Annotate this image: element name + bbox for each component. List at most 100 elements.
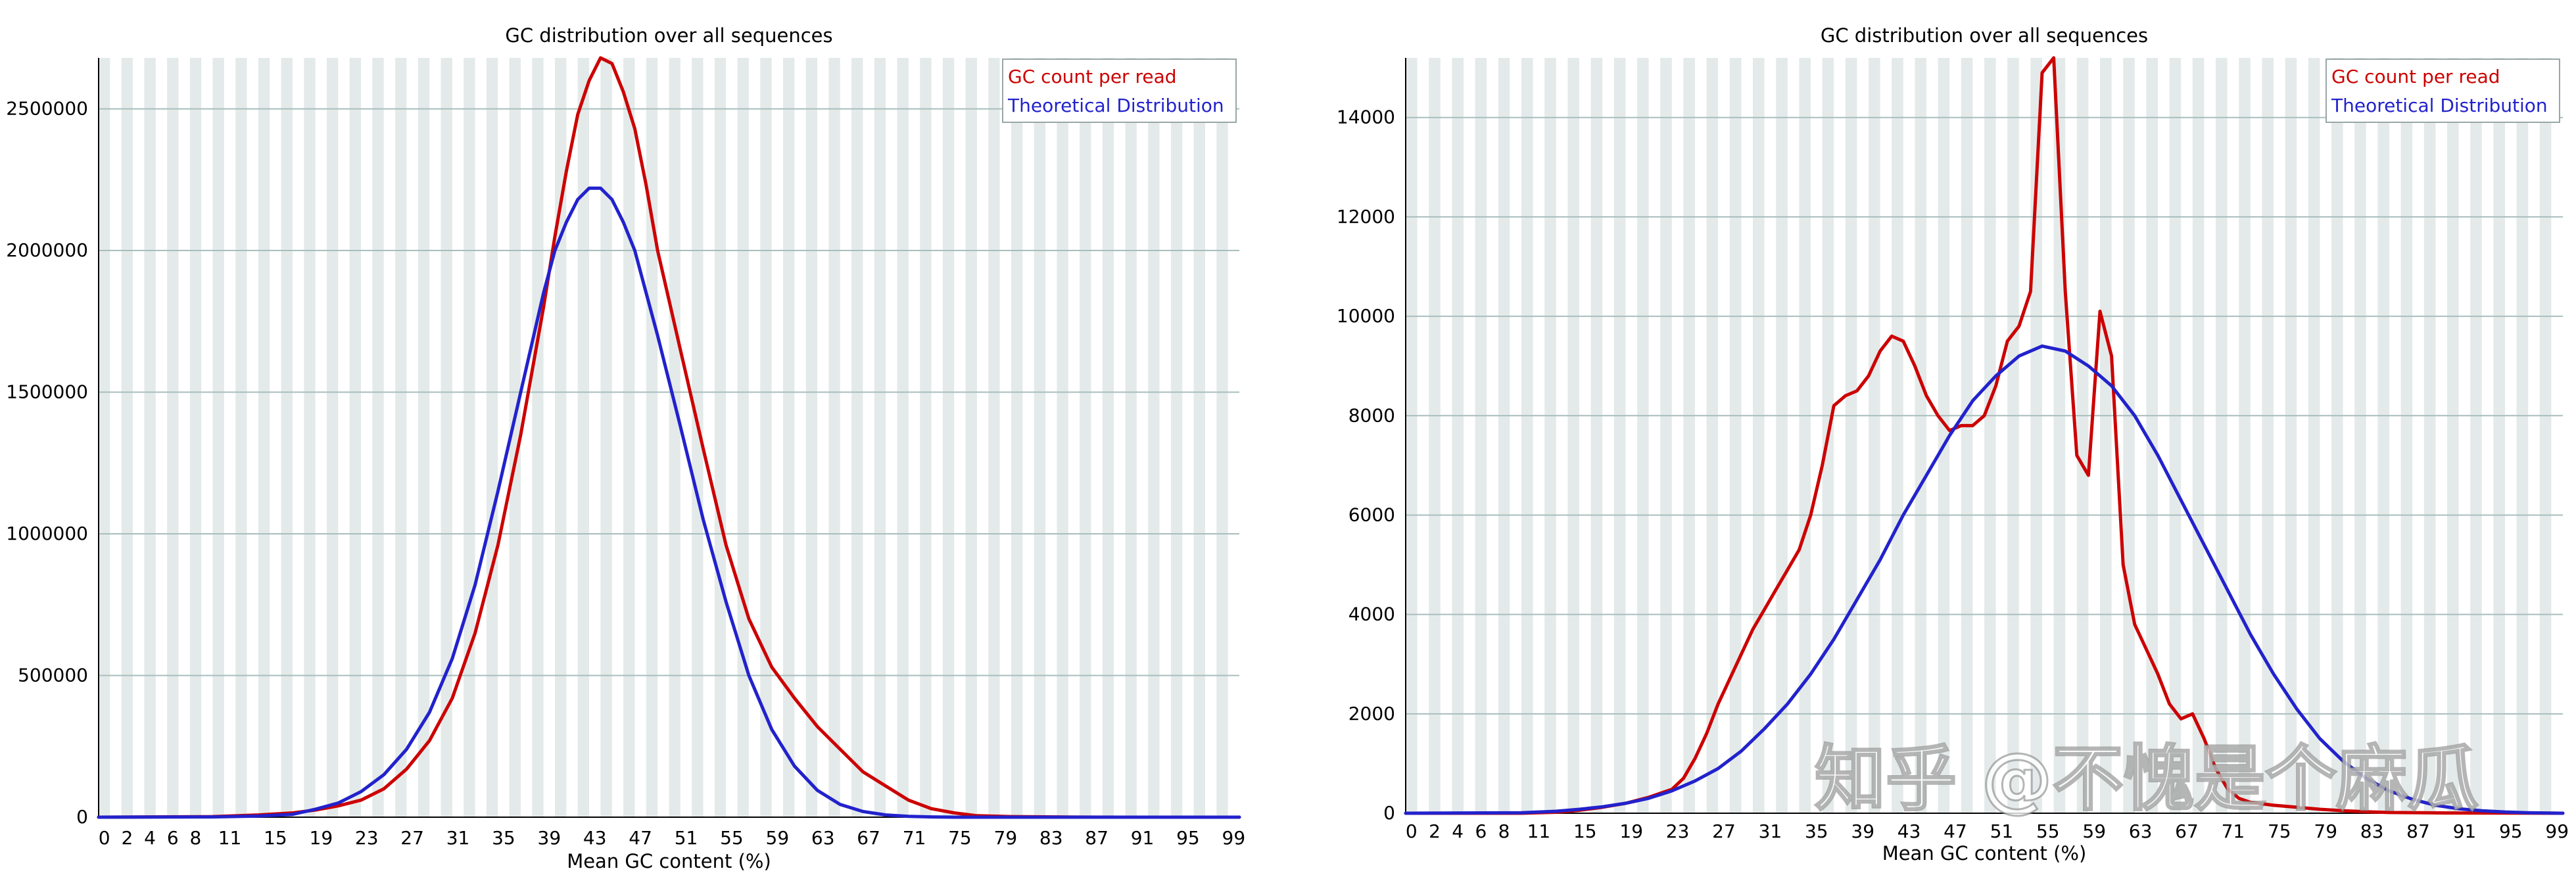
- grid-band: [144, 58, 156, 817]
- plot-background: [99, 58, 1239, 817]
- x-tick-label: 15: [1573, 820, 1597, 842]
- x-tick-label: 47: [629, 827, 652, 849]
- y-tick-label: 10000: [1337, 305, 1395, 327]
- grid-band: [1869, 58, 1880, 813]
- grid-band: [2123, 58, 2135, 813]
- gc-chart-left: GC distribution over all sequences Mean …: [6, 24, 1245, 872]
- grid-band: [2447, 58, 2459, 813]
- x-tick-label: 43: [583, 827, 607, 849]
- x-tick-label: 31: [1759, 820, 1782, 842]
- grid-band: [532, 58, 544, 817]
- grid-band: [1706, 58, 1719, 813]
- series-line-theoretical: [1404, 344, 2565, 815]
- x-tick-label: 95: [2499, 820, 2523, 842]
- grid-band: [965, 58, 977, 817]
- x-tick-label: 8: [1498, 820, 1510, 842]
- x-tick-label: 8: [190, 827, 202, 849]
- x-tick-label: 55: [2036, 820, 2060, 842]
- grid-band: [851, 58, 863, 817]
- grid-band: [1080, 58, 1091, 817]
- grid-band: [509, 58, 521, 817]
- x-tick-label: 19: [310, 827, 333, 849]
- plot-background: [1406, 58, 2563, 813]
- x-tick-label: 27: [1712, 820, 1736, 842]
- grid-band: [1521, 58, 1533, 813]
- grid-band: [281, 58, 293, 817]
- grid-band: [714, 58, 727, 817]
- grid-band: [623, 58, 635, 817]
- x-tick-label: 23: [355, 827, 379, 849]
- grid-band: [1984, 58, 1996, 813]
- grid-band: [2076, 58, 2089, 813]
- legend: GC count per read Theoretical Distributi…: [2326, 59, 2560, 123]
- x-tick-label: 0: [1406, 820, 1418, 842]
- grid-band: [805, 58, 818, 817]
- grid-band: [1429, 58, 1441, 813]
- grid-band: [2470, 58, 2482, 813]
- grid-band: [2354, 58, 2366, 813]
- grid-band: [920, 58, 932, 817]
- grid-band: [2539, 58, 2552, 813]
- watermark: 知乎 @不愧是个麻瓜: [1815, 738, 2479, 820]
- grid-band: [1637, 58, 1649, 813]
- grid-band: [372, 58, 384, 817]
- x-tick-label: 6: [1475, 820, 1487, 842]
- x-tick-label: 83: [1039, 827, 1063, 849]
- x-tick-label: 35: [492, 827, 515, 849]
- grid-band: [417, 58, 430, 817]
- y-tick-label: 500000: [18, 665, 88, 686]
- grid-band: [942, 58, 955, 817]
- y-tick-label: 2500000: [6, 98, 88, 120]
- grid-band: [874, 58, 886, 817]
- x-tick-label: 15: [264, 827, 287, 849]
- y-tick-label: 6000: [1348, 504, 1395, 525]
- x-tick-label: 51: [1990, 820, 2014, 842]
- x-tick-label: 31: [446, 827, 470, 849]
- grid-band: [1406, 58, 1418, 813]
- x-axis-label: Mean GC content (%): [1882, 842, 2087, 865]
- grid-band: [189, 58, 202, 817]
- grid-band: [1683, 58, 1695, 813]
- grid-band: [760, 58, 772, 817]
- grid-band: [2169, 58, 2182, 813]
- grid-band: [167, 58, 179, 817]
- grid-band: [2007, 58, 2019, 813]
- grid-band: [1567, 58, 1579, 813]
- y-tick-label: 0: [76, 806, 88, 828]
- legend-entry-theoretical: Theoretical Distribution: [1007, 95, 1224, 116]
- x-tick-label: 19: [1619, 820, 1643, 842]
- grid-band: [1729, 58, 1742, 813]
- x-tick-label: 99: [1222, 827, 1246, 849]
- grid-band: [2216, 58, 2228, 813]
- grid-band: [737, 58, 749, 817]
- x-tick-label: 79: [994, 827, 1018, 849]
- x-tick-label: 99: [2545, 820, 2569, 842]
- series-line-gc-count: [97, 56, 1241, 819]
- grid-band: [1660, 58, 1672, 813]
- x-tick-label: 51: [675, 827, 698, 849]
- grid-band: [1613, 58, 1626, 813]
- grid-band: [2239, 58, 2251, 813]
- grid-band: [1892, 58, 1903, 813]
- grid-band: [486, 58, 498, 817]
- grid-band: [1011, 58, 1023, 817]
- grid-band: [2331, 58, 2343, 813]
- legend: GC count per read Theoretical Distributi…: [1002, 59, 1237, 123]
- x-tick-label: 59: [766, 827, 790, 849]
- x-tick-label: 71: [2222, 820, 2245, 842]
- y-tick-label: 2000: [1348, 703, 1395, 724]
- grid-band: [2146, 58, 2158, 813]
- x-tick-label: 4: [1452, 820, 1464, 842]
- grid-band: [1961, 58, 1973, 813]
- x-tick-label: 95: [1176, 827, 1200, 849]
- grid-band: [1102, 58, 1114, 817]
- x-tick-label: 75: [948, 827, 972, 849]
- grid-band: [1544, 58, 1556, 813]
- x-tick-label: 91: [1131, 827, 1155, 849]
- grid-band: [1753, 58, 1765, 813]
- x-tick-label: 39: [538, 827, 561, 849]
- grid-band: [1590, 58, 1603, 813]
- x-tick-label: 75: [2268, 820, 2291, 842]
- chart-title: GC distribution over all sequences: [505, 24, 832, 47]
